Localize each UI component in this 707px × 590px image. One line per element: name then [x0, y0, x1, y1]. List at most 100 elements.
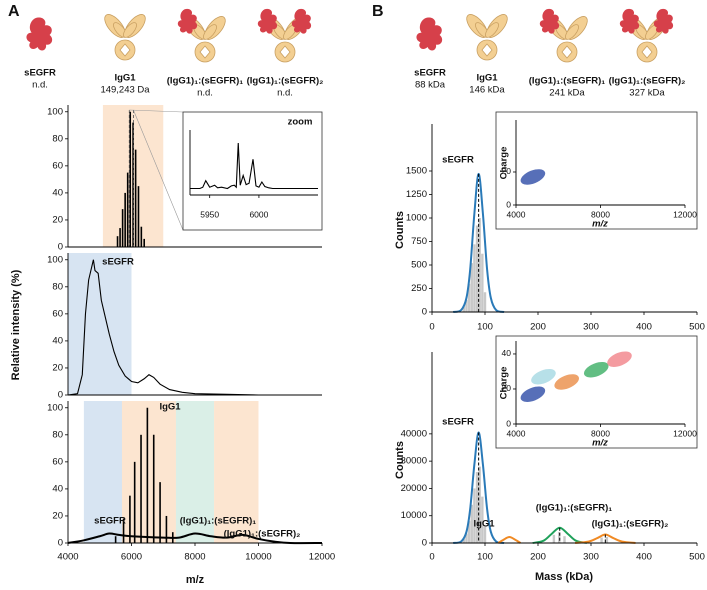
histogram-bar — [552, 534, 556, 543]
y-tick-label: 40 — [502, 348, 512, 358]
x-tick-label: 12000 — [673, 428, 697, 438]
inset-frame — [182, 111, 323, 231]
histogram-bar — [475, 472, 479, 543]
y-tick-label: 1500 — [406, 166, 427, 177]
x-tick-label: 300 — [583, 552, 599, 563]
peak-annotation: sEGFR — [102, 257, 134, 268]
y-tick-label: 60 — [52, 308, 63, 319]
species-name: (IgG1)₁:(sEGFR)₁ — [167, 76, 244, 87]
y-tick-label: 20 — [502, 383, 512, 393]
peak-annotation: (IgG1)₁:(sEGFR)₂ — [224, 529, 301, 540]
fit-curve — [574, 533, 636, 544]
histogram-bar — [483, 526, 487, 543]
histogram-bar — [600, 537, 603, 543]
x-tick-label: 10000 — [245, 552, 271, 563]
shaded-region — [214, 401, 259, 543]
density-blob — [554, 374, 579, 390]
y-tick-label: 750 — [411, 236, 427, 247]
x-tick-label: 500 — [689, 552, 705, 563]
y-tick-label: 40 — [52, 335, 63, 346]
x-axis-label: m/z — [592, 438, 608, 449]
y-tick-label: 80 — [52, 429, 63, 440]
density-blob — [520, 386, 546, 402]
y-tick-label: 10000 — [401, 510, 427, 521]
y-tick-label: 40 — [52, 187, 63, 198]
species-name: (IgG1)₁:(sEGFR)₂ — [247, 76, 324, 87]
histogram-bar — [462, 538, 465, 543]
x-axis-label: m/z — [592, 219, 608, 230]
histogram-bar — [478, 466, 481, 543]
peak-annotation: sEGFR — [442, 155, 474, 166]
density-blob — [607, 351, 632, 367]
x-tick-label: 8000 — [591, 209, 610, 219]
x-tick-label: 8000 — [184, 552, 205, 563]
species-name: (IgG1)₁:(sEGFR)₁ — [529, 76, 606, 87]
species-mass: 149,243 Da — [100, 85, 150, 96]
histogram-bar — [462, 306, 465, 312]
y-tick-label: 0 — [422, 307, 427, 318]
histogram-bar — [465, 533, 468, 543]
histogram-bar — [478, 218, 481, 312]
histogram-bar — [481, 253, 484, 312]
y-axis-label: Charge — [499, 147, 510, 180]
species-mass: n.d. — [32, 80, 48, 91]
y-tick-label: 20 — [52, 214, 63, 225]
species-name: IgG1 — [476, 73, 498, 84]
density-blob — [520, 169, 546, 185]
x-tick-label: 400 — [636, 322, 652, 333]
x-tick-label: 500 — [689, 322, 705, 333]
x-tick-label: 12000 — [673, 209, 697, 219]
inset-frame — [495, 335, 698, 449]
species-mass: 88 kDa — [415, 80, 446, 91]
y-tick-label: 100 — [47, 106, 63, 117]
species-mass: 327 kDa — [629, 88, 665, 99]
histogram-bar — [483, 292, 487, 312]
species-mass: 241 kDa — [549, 88, 585, 99]
x-tick-label: 8000 — [591, 428, 610, 438]
panel-label: A — [8, 3, 20, 20]
y-tick-label: 1250 — [406, 189, 427, 200]
y-tick-label: 1000 — [406, 213, 427, 224]
x-tick-label: 100 — [477, 552, 493, 563]
species-mass: 146 kDa — [469, 85, 505, 96]
x-tick-label: 200 — [530, 322, 546, 333]
x-axis-label: m/z — [186, 574, 205, 586]
species-name: IgG1 — [114, 73, 136, 84]
x-tick-label: 0 — [429, 322, 434, 333]
peak-annotation: (IgG1)₁:(sEGFR)₁ — [180, 516, 257, 527]
y-axis-label: Counts — [394, 441, 406, 479]
fit-curve — [67, 532, 323, 545]
y-tick-label: 60 — [52, 456, 63, 467]
histogram-bar — [473, 488, 476, 543]
shaded-region — [68, 253, 132, 395]
histogram-bar — [475, 225, 479, 312]
zoom-guide — [133, 109, 184, 231]
shaded-region — [175, 401, 215, 543]
zoom-guide — [129, 109, 184, 113]
x-tick-label: 200 — [530, 552, 546, 563]
histogram-bar — [467, 521, 471, 543]
histogram-bar — [465, 299, 468, 312]
y-tick-label: 0 — [506, 418, 511, 428]
species-name: (IgG1)₁:(sEGFR)₂ — [609, 76, 686, 87]
y-tick-label: 60 — [52, 160, 63, 171]
x-tick-label: 6000 — [249, 209, 268, 219]
y-axis-label: Relative intensity (%) — [10, 269, 22, 380]
y-tick-label: 0 — [58, 242, 63, 253]
x-axis-label: Mass (kDa) — [535, 571, 593, 583]
x-tick-label: 300 — [583, 322, 599, 333]
y-axis-label: Counts — [394, 211, 406, 249]
x-tick-label: 0 — [429, 552, 434, 563]
spectrum-trace — [190, 142, 318, 190]
y-tick-label: 500 — [411, 260, 427, 271]
histogram-bar — [473, 244, 476, 312]
y-tick-label: 30000 — [401, 456, 427, 467]
spectrum-trace — [67, 259, 322, 396]
y-tick-label: 80 — [52, 281, 63, 292]
histogram-bar — [470, 504, 473, 543]
x-tick-label: 6000 — [121, 552, 142, 563]
x-tick-label: 4000 — [57, 552, 78, 563]
